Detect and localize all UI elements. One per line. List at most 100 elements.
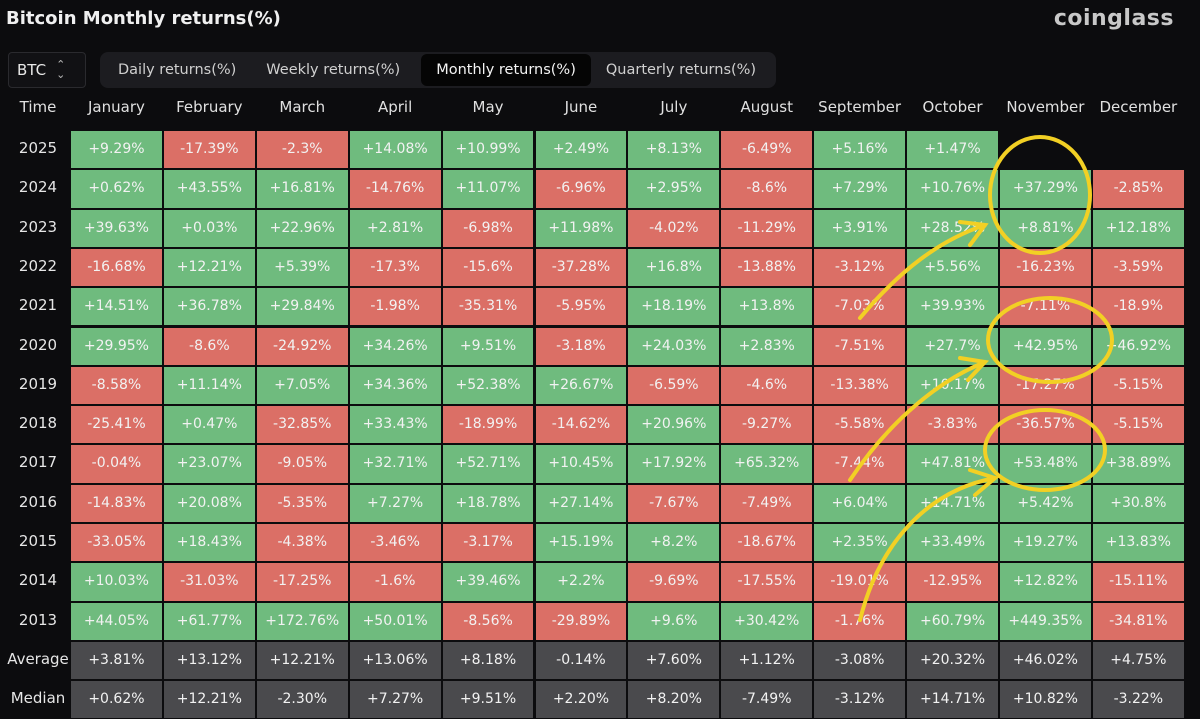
row-label-2023: 2023 <box>18 217 58 236</box>
heatmap-cell: +39.63% <box>71 209 162 247</box>
heatmap-cell: -1.6% <box>349 563 441 601</box>
heatmap-cell: -5.95% <box>535 288 627 326</box>
heatmap-cell: +9.51% <box>442 327 534 365</box>
heatmap-cell: +449.35% <box>1000 602 1091 640</box>
heatmap-cell: +47.81% <box>907 445 998 483</box>
heatmap-cell: -8.6% <box>721 170 813 208</box>
heatmap-cell: -1.76% <box>814 602 906 640</box>
heatmap-cell: +2.81% <box>349 209 441 247</box>
heatmap-cell: -24.92% <box>256 327 348 365</box>
heatmap-cell: -3.17% <box>442 524 534 562</box>
heatmap-cell: +8.18% <box>442 641 534 680</box>
heatmap-cell: -18.99% <box>442 406 534 444</box>
heatmap-cell: -4.38% <box>256 524 348 562</box>
column-header-september: September <box>818 98 902 116</box>
row-label-average: Average <box>7 649 69 668</box>
heatmap-cell: -5.15% <box>1092 366 1184 405</box>
row-label-2014: 2014 <box>18 571 58 590</box>
tab-weekly-returns[interactable]: Weekly returns(%) <box>266 62 401 78</box>
heatmap-cell: -16.68% <box>71 248 162 287</box>
heatmap-cell: +34.36% <box>349 366 441 405</box>
heatmap-cell: -8.6% <box>163 327 255 365</box>
heatmap-cell: +23.07% <box>163 445 255 483</box>
heatmap-cell: -7.44% <box>814 445 906 483</box>
heatmap-cell: +4.75% <box>1092 641 1184 680</box>
heatmap-cell: +19.27% <box>1000 524 1091 562</box>
heatmap-cell: +8.81% <box>1000 209 1091 247</box>
heatmap-cell: +5.39% <box>256 248 348 287</box>
heatmap-cell: +13.83% <box>1092 524 1184 562</box>
heatmap-cell: -7.49% <box>721 484 813 522</box>
heatmap-cell: +2.35% <box>814 524 906 562</box>
row-label-2016: 2016 <box>18 492 58 511</box>
heatmap-cell: +2.20% <box>535 681 627 719</box>
heatmap-cell: -13.88% <box>721 248 813 287</box>
heatmap-cell: -4.6% <box>721 366 813 405</box>
heatmap-cell: +34.26% <box>349 327 441 365</box>
tab-quarterly-returns[interactable]: Quarterly returns(%) <box>605 62 757 78</box>
tab-monthly-returns[interactable]: Monthly returns(%) <box>421 54 591 86</box>
heatmap-cell: -3.22% <box>1092 681 1184 719</box>
heatmap-cell: +18.19% <box>628 288 720 326</box>
heatmap-cell: +22.96% <box>256 209 348 247</box>
asset-selector[interactable]: BTC ⌃ ⌄ <box>8 52 86 88</box>
heatmap-cell: +10.76% <box>907 170 998 208</box>
heatmap-cell: -6.59% <box>628 366 720 405</box>
heatmap-cell: -17.39% <box>163 131 255 169</box>
heatmap-cell: +0.47% <box>163 406 255 444</box>
asset-selector-value: BTC <box>17 61 47 79</box>
heatmap-cell: -7.03% <box>814 288 906 326</box>
heatmap-cell: -25.41% <box>71 406 162 444</box>
heatmap-cell: -17.3% <box>349 248 441 287</box>
heatmap-cell: -37.28% <box>535 248 627 287</box>
heatmap-cell: +28.52% <box>907 209 998 247</box>
row-label-2013: 2013 <box>18 610 58 629</box>
row-label-2021: 2021 <box>18 296 58 315</box>
heatmap-cell: -32.85% <box>256 406 348 444</box>
heatmap-cell: -13.38% <box>814 366 906 405</box>
heatmap-cell: +52.71% <box>442 445 534 483</box>
page-title: Bitcoin Monthly returns(%) <box>6 8 281 29</box>
heatmap-cell: +20.08% <box>163 484 255 522</box>
heatmap-cell: +53.48% <box>1000 445 1091 483</box>
heatmap-cell <box>1093 131 1184 168</box>
heatmap-cell: +16.8% <box>628 248 720 287</box>
row-label-2017: 2017 <box>18 453 58 472</box>
heatmap-cell: +7.27% <box>349 681 441 719</box>
heatmap-cell: +29.84% <box>256 288 348 326</box>
heatmap-cell: +8.20% <box>628 681 720 719</box>
column-header-october: October <box>922 98 983 116</box>
heatmap-cell: +60.79% <box>907 602 998 640</box>
heatmap-cell: +5.42% <box>1000 484 1091 522</box>
chevron-updown-icon: ⌃ ⌄ <box>56 58 66 81</box>
heatmap-cell: +12.82% <box>1000 563 1091 601</box>
heatmap-cell: +6.04% <box>814 484 906 522</box>
heatmap-cell: -3.08% <box>814 641 906 680</box>
heatmap-cell: -34.81% <box>1092 602 1184 640</box>
heatmap-cell: +46.02% <box>1000 641 1091 680</box>
heatmap-cell: +26.67% <box>535 366 627 405</box>
heatmap-cell: +20.96% <box>628 406 720 444</box>
heatmap-cell: -35.31% <box>442 288 534 326</box>
heatmap-cell: -17.25% <box>256 563 348 601</box>
heatmap-cell: +8.13% <box>628 131 720 169</box>
column-header-february: February <box>176 98 243 116</box>
column-header-august: August <box>740 98 793 116</box>
heatmap-cell: -3.46% <box>349 524 441 562</box>
heatmap-cell: -6.49% <box>721 131 813 169</box>
tab-daily-returns[interactable]: Daily returns(%) <box>118 62 237 78</box>
column-header-may: May <box>472 98 504 116</box>
heatmap-cell: +27.14% <box>535 484 627 522</box>
heatmap-cell: -2.3% <box>256 131 348 169</box>
heatmap-cell: +15.19% <box>535 524 627 562</box>
column-header-june: June <box>564 98 598 116</box>
heatmap-cell: +20.32% <box>907 641 998 680</box>
heatmap-cell: +10.03% <box>71 563 162 601</box>
heatmap-cell: -0.04% <box>71 445 162 483</box>
heatmap-cell: -7.49% <box>721 681 813 719</box>
heatmap-cell: +1.12% <box>721 641 813 680</box>
heatmap-cell: +1.47% <box>907 131 998 169</box>
heatmap-cell: +2.83% <box>721 327 813 365</box>
return-period-tabs: Daily returns(%) Weekly returns(%) Month… <box>100 52 776 88</box>
heatmap-cell: -9.27% <box>721 406 813 444</box>
